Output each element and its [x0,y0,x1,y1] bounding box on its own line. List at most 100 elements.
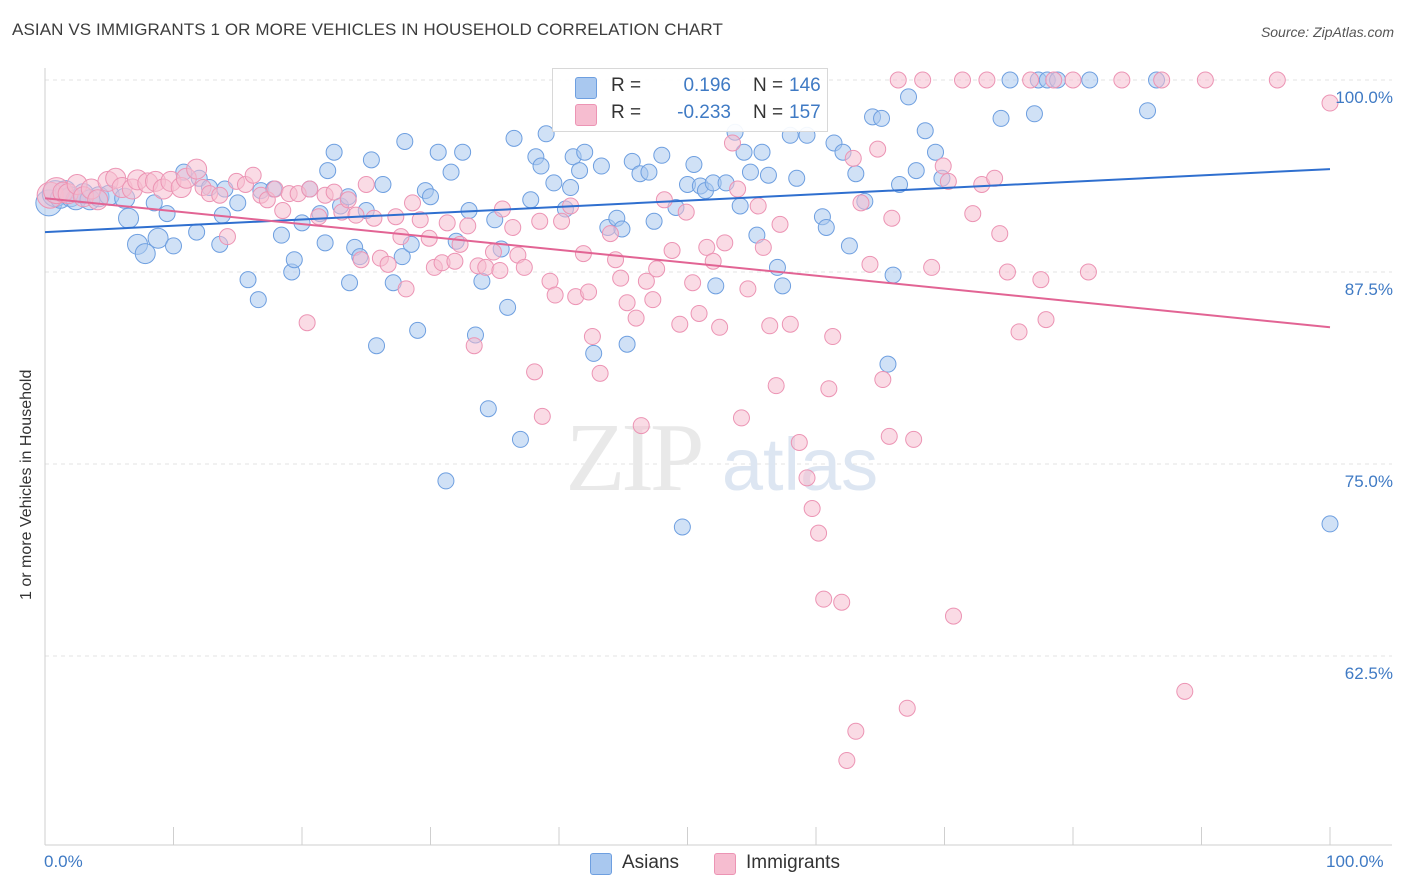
asian-point-15 [147,227,169,249]
immigrant-point-148 [1153,71,1171,89]
immigrant-point-113 [820,380,838,398]
asian-point-112 [817,218,835,236]
asian-point-101 [735,143,753,161]
immigrant-point-128 [914,71,932,89]
immigrant-point-72 [553,212,571,230]
immigrant-point-130 [934,157,952,175]
immigrant-point-49 [404,194,422,212]
asian-point-122 [891,175,909,193]
immigrant-point-122 [874,371,892,389]
immigrant-point-43 [365,209,383,227]
asian-point-137 [1321,515,1339,533]
immigrant-point-144 [1045,71,1063,89]
immigrant-point-35 [310,208,328,226]
asian-point-128 [992,109,1010,127]
immigrant-point-125 [889,71,907,89]
immigrant-point-110 [803,500,821,518]
immigrant-point-120 [861,255,879,273]
immigrant-point-60 [477,258,495,276]
asian-point-97 [707,277,725,295]
immigrant-point-152 [1321,94,1339,112]
asian-r-label: R = [611,75,642,96]
asian-point-56 [437,472,455,490]
immigrant-point-103 [754,238,772,256]
immigrant-point-108 [790,433,808,451]
immigrant-point-111 [810,524,828,542]
immigrant-point-40 [347,206,365,224]
asian-point-87 [640,163,658,181]
asian-point-17 [165,237,182,255]
immigrant-point-23 [218,228,236,246]
asian-point-100 [731,197,749,215]
asian-point-104 [753,143,771,161]
immigrant-point-77 [583,328,601,346]
immigrant-point-64 [504,218,522,236]
immigrant-point-93 [690,304,708,322]
asian-point-91 [673,518,691,536]
asian-point-54 [422,188,439,206]
immigrant-point-78 [591,364,609,382]
immigrant-point-145 [1064,71,1082,89]
immigrant-point-7 [87,189,109,211]
immigrant-point-67 [526,363,544,381]
asian-point-68 [511,430,529,448]
asian-point-89 [653,146,671,164]
immigrant-point-117 [844,149,862,167]
immigrant-point-137 [986,169,1004,187]
immigrant-point-58 [465,337,483,355]
immigrant-point-99 [729,180,747,198]
immigrant-point-85 [637,272,655,290]
asian-point-105 [759,166,777,184]
immigrant-point-104 [761,317,779,335]
asian-point-109 [788,169,806,187]
asian-point-80 [592,157,610,175]
asian-point-102 [741,163,759,181]
asian-point-73 [545,174,563,192]
immigrant-point-41 [352,251,370,269]
asian-swatch [575,77,597,99]
immigrant-points [36,71,1339,769]
asian-point-130 [1025,105,1043,123]
immigrant-point-46 [387,208,405,226]
asian-point-77 [571,162,589,180]
immigrant-point-26 [244,166,262,184]
immigrant-point-150 [1196,71,1214,89]
asian-point-14 [145,194,163,212]
immigrant-point-91 [677,203,695,221]
immigrant-point-42 [357,175,375,193]
asian-point-69 [522,191,540,209]
immigrant-point-94 [698,238,716,256]
chart-title: ASIAN VS IMMIGRANTS 1 OR MORE VEHICLES I… [12,20,723,39]
immigrant-point-151 [1268,71,1286,89]
immigrant-point-30 [274,202,292,220]
immigrant-point-19 [186,158,208,180]
asian-point-47 [374,175,392,193]
immigrant-point-61 [484,243,502,261]
asian-point-129 [1001,71,1019,89]
asian-point-88 [645,212,663,230]
asian-point-37 [319,162,337,180]
immigrant-point-66 [515,258,533,276]
asian-point-41 [341,274,359,292]
immigrant-point-140 [1010,323,1028,341]
asian-point-13 [134,243,156,265]
asian-point-46 [368,337,386,355]
immigrant-point-68 [531,212,549,230]
asian-point-71 [532,157,550,175]
watermark-zip: ZIP [566,404,701,512]
immigrant-point-124 [883,209,901,227]
asian-point-135 [1139,102,1157,120]
immigrant-point-112 [815,590,833,608]
bottom-asian-label: Asians [622,852,680,873]
asian-point-126 [927,143,945,161]
asian-point-116 [847,165,865,183]
immigrant-point-123 [880,427,898,445]
immigrant-point-81 [612,269,630,287]
immigrant-point-62 [491,261,509,279]
asian-point-125 [916,122,934,140]
immigrant-point-39 [339,191,357,209]
asian-point-66 [499,298,517,316]
y-tick-labels: 100.0% 87.5% 75.0% 62.5% [1335,88,1393,683]
immigrant-point-34 [301,180,319,198]
asian-point-59 [454,143,472,161]
